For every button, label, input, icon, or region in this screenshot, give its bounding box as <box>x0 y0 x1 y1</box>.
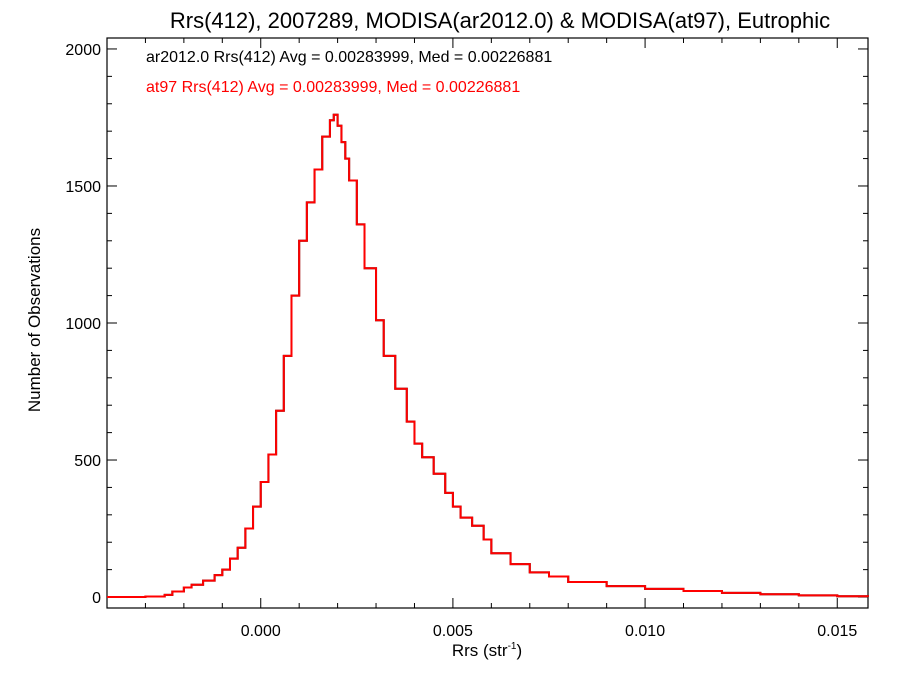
x-tick-label: 0.000 <box>241 623 281 640</box>
x-axis-label-main: Rrs (str <box>452 641 508 660</box>
x-tick-label: 0.015 <box>817 623 857 640</box>
x-tick-label: 0.010 <box>625 623 665 640</box>
y-axis-ticks: 0 500 1000 1500 2000 <box>65 42 868 607</box>
x-tick-label: 0.005 <box>433 623 473 640</box>
x-axis-label: Rrs (str-1) <box>452 641 522 660</box>
series-at97-line <box>107 113 869 599</box>
plot-area-frame <box>106 37 869 609</box>
x-axis-ticks: 0.000 0.005 0.010 0.015 <box>106 38 857 640</box>
y-tick-label: 2000 <box>65 42 101 59</box>
annotation-ar2012: ar2012.0 Rrs(412) Avg = 0.00283999, Med … <box>146 49 552 66</box>
y-tick-label: 1500 <box>65 179 101 196</box>
series-ar2012-line <box>107 113 869 599</box>
series-layer <box>107 113 869 599</box>
x-axis-label-close: ) <box>516 641 522 660</box>
y-axis-label: Number of Observations <box>25 228 44 412</box>
chart-title: Rrs(412), 2007289, MODISA(ar2012.0) & MO… <box>170 8 830 33</box>
annotation-at97: at97 Rrs(412) Avg = 0.00283999, Med = 0.… <box>146 79 520 96</box>
y-tick-label: 0 <box>92 590 101 607</box>
x-axis-label-sup: -1 <box>508 641 517 652</box>
y-tick-label: 500 <box>74 453 101 470</box>
y-tick-label: 1000 <box>65 316 101 333</box>
